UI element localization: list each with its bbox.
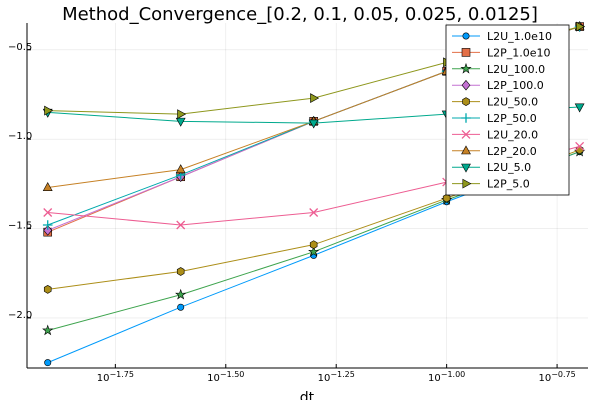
data-point — [42, 220, 53, 230]
data-point — [310, 93, 320, 103]
data-point — [574, 103, 585, 113]
legend-label: L2U_50.0 — [487, 96, 538, 109]
data-point — [175, 288, 187, 300]
data-point — [308, 245, 320, 257]
data-point — [42, 324, 54, 336]
legend-marker — [461, 48, 471, 57]
legend-marker — [461, 129, 471, 139]
x-tick-label: 10−1.50 — [207, 370, 244, 384]
legend-item: L2U_5.0 — [452, 161, 531, 174]
x-tick-label: 10−1.00 — [428, 370, 465, 384]
data-point — [442, 193, 451, 203]
y-tick-label: −1.0 — [8, 131, 32, 142]
x-tick-label: 10−1.75 — [97, 370, 134, 384]
data-point — [175, 117, 186, 127]
data-point — [309, 208, 319, 217]
y-tick-label: −2.0 — [8, 310, 32, 321]
legend-marker — [462, 178, 472, 189]
legend-marker — [461, 79, 471, 91]
legend-marker — [461, 113, 471, 123]
legend-label: L2U_100.0 — [487, 63, 545, 76]
legend-label: L2P_1.0e10 — [487, 46, 551, 59]
legend-marker — [460, 62, 472, 74]
legend-marker — [461, 145, 471, 155]
x-tick-label: 10−0.75 — [538, 370, 575, 384]
data-point — [308, 119, 319, 129]
legend: L2U_1.0e10 L2P_1.0e10 L2U_100.0 L2P_100.0 L2… — [445, 24, 570, 196]
legend-label: L2P_100.0 — [487, 79, 544, 92]
legend-label: L2U_20.0 — [487, 128, 538, 141]
data-point — [176, 220, 186, 230]
legend-item: L2P_5.0 — [452, 178, 530, 191]
data-point — [43, 225, 53, 236]
legend-item: L2P_100.0 — [452, 79, 544, 92]
data-point — [177, 109, 187, 120]
legend-item: L2P_1.0e10 — [452, 46, 551, 59]
legend-item: L2P_20.0 — [452, 145, 537, 158]
legend-label: L2U_5.0 — [487, 161, 531, 174]
legend-marker — [462, 97, 470, 106]
data-point — [42, 182, 53, 191]
data-point — [44, 105, 54, 116]
data-point — [176, 267, 185, 276]
legend-item: L2U_20.0 — [452, 128, 538, 141]
legend-label: L2P_20.0 — [487, 145, 537, 158]
y-tick-label: −1.5 — [8, 221, 32, 232]
legend-item: L2U_100.0 — [452, 63, 545, 76]
legend-label: L2P_50.0 — [487, 112, 537, 125]
x-axis-label: dt — [300, 390, 315, 400]
x-tick-label: 10−1.25 — [318, 370, 355, 384]
legend-item: L2U_1.0e10 — [452, 30, 552, 43]
legend-marker — [461, 163, 471, 173]
data-point — [43, 285, 52, 294]
data-point — [43, 208, 53, 217]
legend-item: L2U_50.0 — [452, 96, 538, 109]
data-point — [175, 164, 186, 174]
legend-marker — [462, 32, 470, 40]
data-point — [44, 359, 52, 367]
legend-label: L2P_5.0 — [487, 178, 530, 191]
chart-title: Method_Convergence_[0.2, 0.1, 0.05, 0.02… — [62, 4, 538, 25]
data-point — [575, 141, 585, 151]
legend-item: L2P_50.0 — [452, 112, 537, 125]
data-point — [177, 303, 185, 311]
data-point — [576, 21, 586, 32]
y-tick-label: −0.5 — [8, 42, 32, 53]
legend-label: L2U_1.0e10 — [487, 30, 552, 43]
axes-layer: 10−1.75 10−1.50 10−1.25 10−1.00 10−0.75 −2.0 −… — [8, 23, 588, 384]
data-point — [309, 240, 318, 250]
